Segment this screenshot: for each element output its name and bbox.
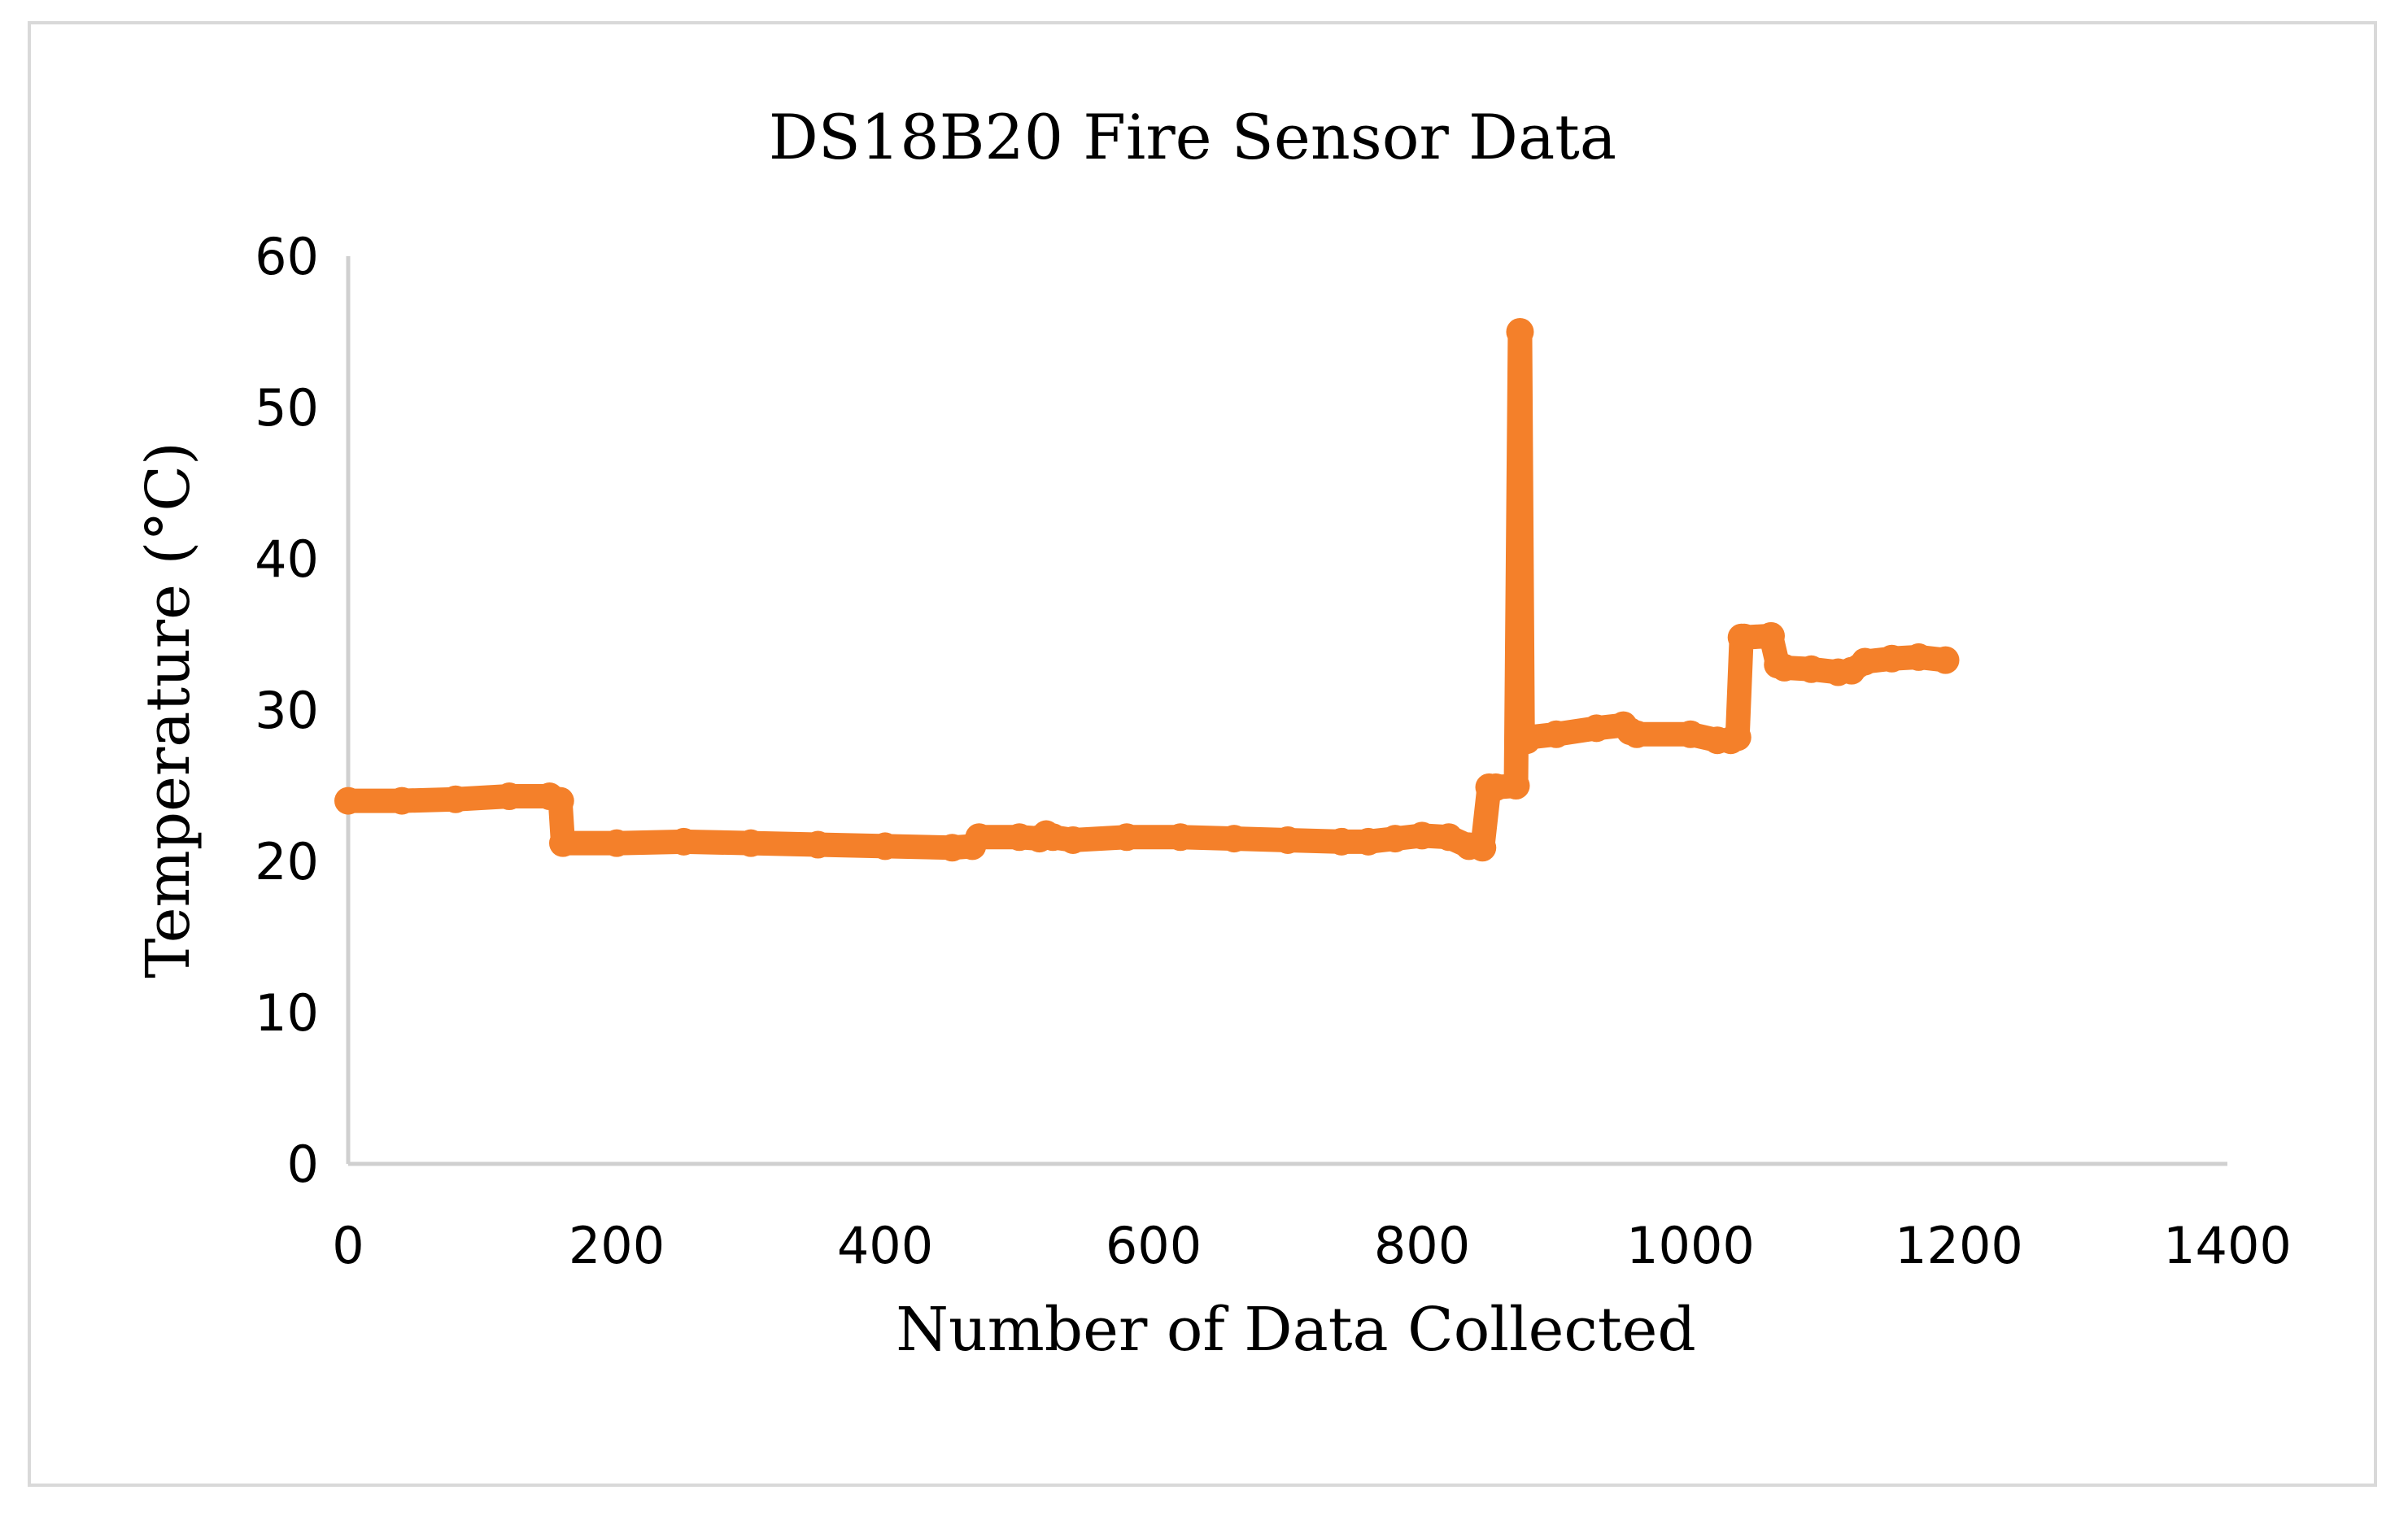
chart-title: DS18B20 Fire Sensor Data [769,101,1616,173]
data-point [871,832,899,861]
data-point [442,785,469,813]
data-point [1006,823,1033,852]
y-tick-label: 50 [255,378,319,438]
y-tick-labels: 0 10 20 30 40 50 60 [255,227,319,1194]
data-point [334,786,362,815]
data-point [1506,318,1534,346]
data-point [1408,821,1436,850]
data-point [1878,644,1906,673]
data-point [1542,720,1570,748]
y-tick-label: 60 [255,227,319,286]
data-point [938,834,966,862]
data-point [1167,823,1194,852]
data-point [1730,623,1758,651]
data-point [1220,825,1248,853]
data-point [546,786,574,815]
data-point [670,827,698,856]
y-tick-label: 20 [255,832,319,891]
data-point [1381,825,1409,853]
data-point [1931,646,1960,674]
x-tick-label: 1200 [1895,1216,2023,1275]
data-point [388,786,416,815]
y-tick-label: 40 [255,529,319,589]
data-point [1113,823,1141,852]
data-point [1502,772,1530,800]
data-point [1481,773,1510,801]
x-tick-label: 1000 [1626,1216,1755,1275]
data-point [1516,723,1543,752]
data-point [804,830,832,859]
series-line [348,331,1947,852]
x-tick-label: 0 [332,1216,364,1275]
data-point [1468,834,1497,862]
data-point [1723,723,1751,752]
data-point [1274,826,1302,854]
data-point [1677,720,1704,748]
x-tick-label: 800 [1374,1216,1470,1275]
y-tick-label: 10 [255,983,319,1043]
data-point [737,829,765,857]
data-point [1851,647,1879,676]
data-point [1328,827,1355,856]
series-layer [334,318,1960,862]
data-point [1354,827,1382,856]
x-tick-label: 1400 [2163,1216,2292,1275]
data-point [1757,621,1785,650]
series-marker-band [336,320,1958,861]
data-point [965,823,993,852]
data-point [603,829,630,857]
x-axis-title: Number of Data Collected [896,1295,1696,1365]
data-point [1797,655,1826,683]
data-point [1059,826,1087,854]
x-tick-label: 400 [837,1216,933,1275]
data-point [1904,643,1933,671]
y-axis-title: Temperature (°C) [133,442,203,978]
y-tick-label: 0 [287,1135,319,1194]
x-tick-label: 200 [569,1216,665,1275]
data-point [1770,653,1799,682]
x-tick-labels: 0 200 400 600 800 1000 1200 1400 [332,1216,2292,1275]
data-point [549,829,577,857]
data-point [1582,714,1611,743]
chart-svg: DS18B20 Fire Sensor Data 0 10 20 30 40 50 60 0… [133,101,2292,1365]
chart-frame: DS18B20 Fire Sensor Data 0 10 20 30 40 50 60 0… [28,21,2377,1487]
data-point [495,782,523,811]
x-tick-label: 600 [1106,1216,1202,1275]
data-point [1623,720,1651,748]
y-tick-label: 30 [255,681,319,740]
